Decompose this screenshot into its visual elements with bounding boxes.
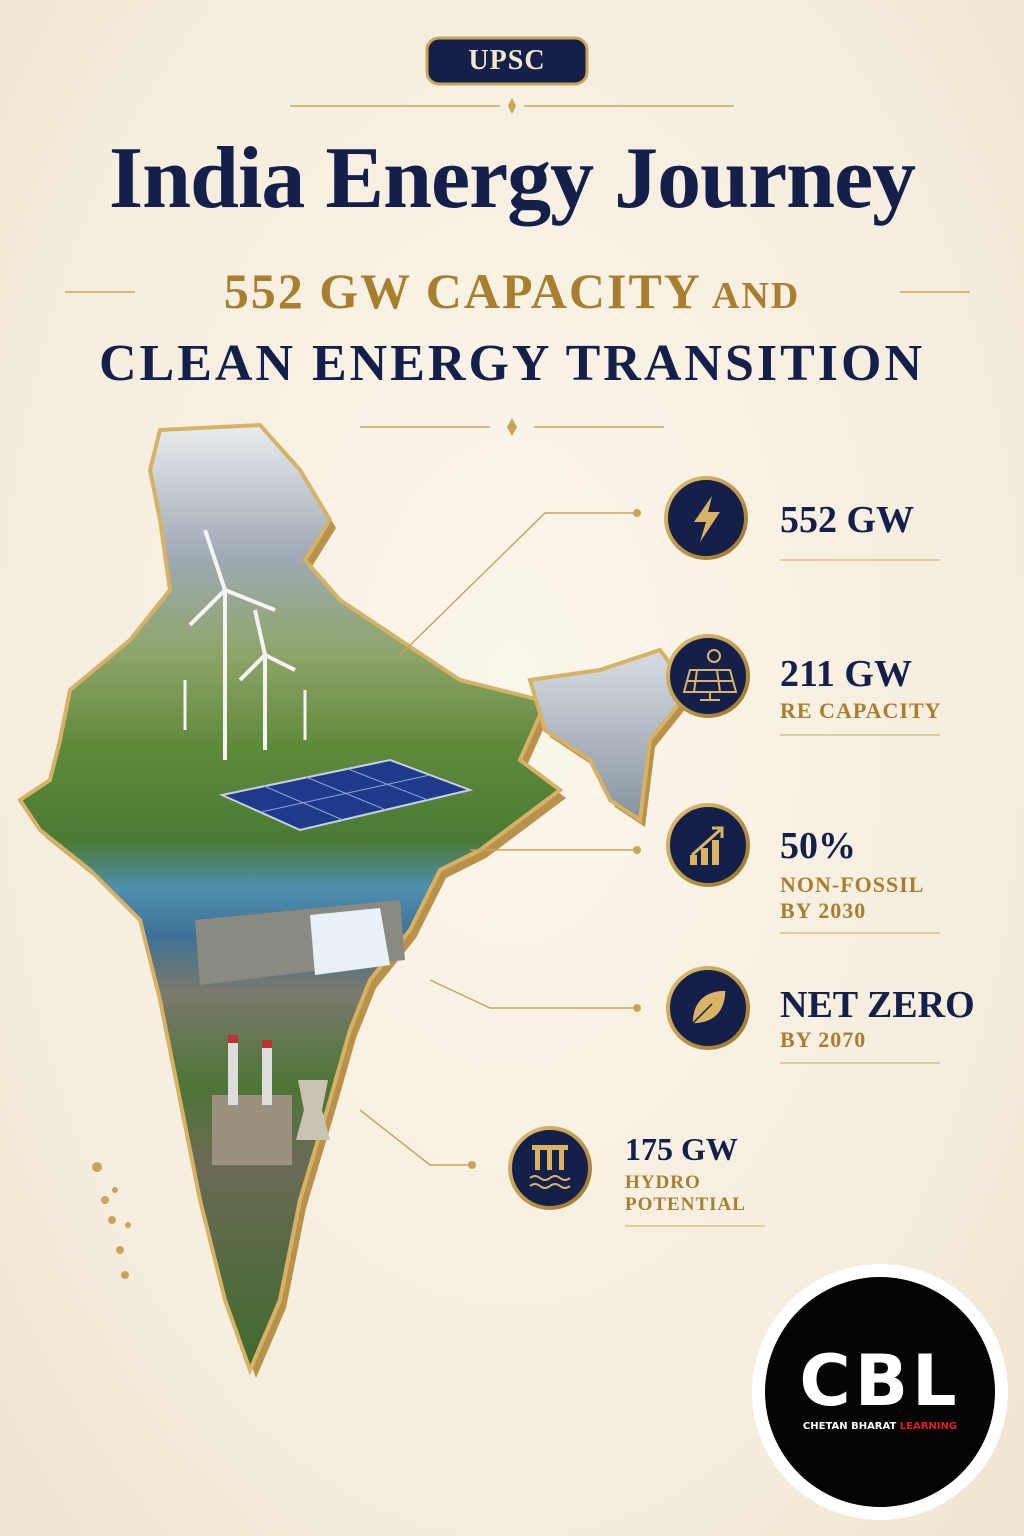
logo-mark: CBL	[799, 1340, 961, 1422]
subtitle-connector: AND	[711, 275, 801, 317]
stat-label: NON-FOSSIL	[780, 872, 925, 897]
logo-name-primary: CHETAN BHARAT	[802, 1421, 897, 1432]
stat-value: NET ZERO	[780, 984, 975, 1026]
title: India Energy Journey	[108, 130, 916, 227]
stat-value: 175 GW	[625, 1131, 738, 1167]
stat-icons	[508, 476, 750, 1210]
stat-value: 552 GW	[780, 499, 915, 541]
subtitle-line-1: 552 GW CAPACITY AND	[0, 262, 1024, 320]
stat-label: BY 2030	[780, 898, 867, 923]
stat-label: HYDRO	[625, 1172, 701, 1193]
stat-label: POTENTIAL	[625, 1194, 746, 1215]
stat-label: BY 2070	[780, 1027, 867, 1052]
stat-underlines	[625, 559, 940, 1227]
subtitle-line-2: CLEAN ENERGY TRANSITION	[98, 335, 926, 392]
logo-disc	[765, 1277, 995, 1507]
ornaments	[65, 105, 970, 428]
stat-value: 50%	[780, 825, 856, 867]
connectors	[359, 512, 635, 1166]
logo-name-accent: LEARNING	[899, 1421, 958, 1432]
logo-name: CHETAN BHARAT LEARNING	[762, 1421, 998, 1432]
india-map	[17, 422, 695, 1378]
subtitle-highlight: 552 GW CAPACITY	[223, 263, 702, 319]
stat-label: RE CAPACITY	[780, 698, 942, 723]
badge-frame	[425, 36, 589, 86]
stat-value: 211 GW	[780, 653, 912, 695]
badge: UPSC	[468, 45, 546, 76]
